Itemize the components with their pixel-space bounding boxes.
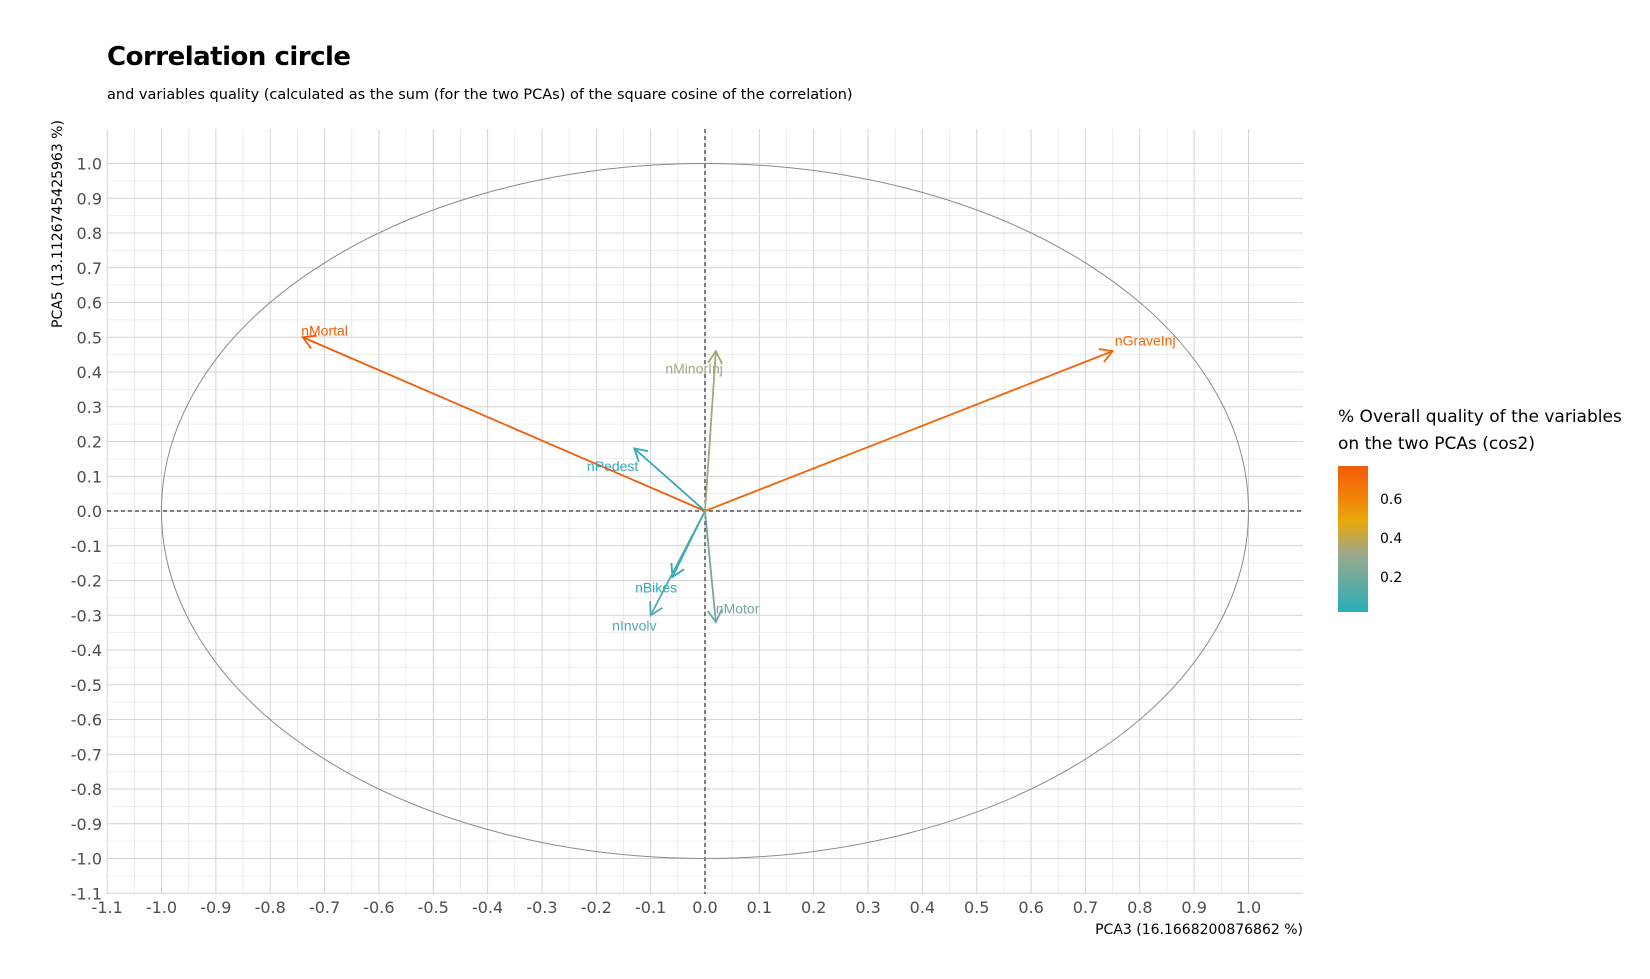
y-tick-label: -0.7	[71, 745, 102, 764]
x-tick-label: 0.1	[747, 898, 772, 917]
x-tick-label: 0.8	[1127, 898, 1152, 917]
x-tick-label: 0.9	[1181, 898, 1206, 917]
variable-arrow-shaft	[302, 336, 706, 512]
variable-label: nMinorInj	[665, 361, 723, 377]
legend-title-line-2: on the two PCAs (cos2)	[1338, 434, 1535, 454]
y-tick-label: -1.0	[71, 850, 102, 869]
y-tick-label: -0.3	[71, 606, 102, 625]
unit-circle-layer	[161, 163, 1249, 859]
x-tick-label: -0.5	[418, 898, 449, 917]
x-tick-label: -0.2	[581, 898, 612, 917]
x-axis-ticks: -1.1 -1.0 -0.9 -0.8 -0.7 -0.6 -0.5 -0.4 -0.3 -0.2…	[92, 898, 1262, 917]
legend-colorbar	[1338, 466, 1368, 612]
x-tick-label: -0.1	[635, 898, 666, 917]
x-tick-label: -0.4	[472, 898, 503, 917]
legend: % Overall quality of the variables on th…	[1338, 404, 1622, 612]
legend-tick-label: 0.4	[1380, 531, 1403, 547]
variable-arrow-shaft	[704, 510, 717, 623]
y-tick-label: 0.9	[77, 189, 102, 208]
x-tick-label: 0.0	[692, 898, 717, 917]
x-tick-label: 0.4	[910, 898, 935, 917]
x-tick-label: 0.5	[964, 898, 989, 917]
variable-arrow-head	[706, 609, 723, 624]
x-tick-label: 1.0	[1236, 898, 1261, 917]
variable-arrow-shaft	[704, 350, 1113, 512]
y-tick-label: 0.8	[77, 224, 102, 243]
variable-arrow-shaft	[649, 510, 706, 616]
chart-subtitle: and variables quality (calculated as the…	[107, 87, 853, 103]
variable-label: nPedest	[587, 458, 638, 474]
y-tick-label: -1.1	[71, 884, 102, 903]
y-axis-ticks: -1.1 -1.0 -0.9 -0.8 -0.7 -0.6 -0.5 -0.4 -0.3 -0.2…	[71, 155, 102, 904]
variable-arrow-head	[707, 349, 723, 365]
variable-arrows	[301, 334, 1115, 624]
variable-label: nInvolv	[612, 618, 656, 634]
x-tick-label: -0.3	[526, 898, 557, 917]
y-tick-label: 0.3	[77, 398, 102, 417]
y-tick-label: -0.8	[71, 780, 102, 799]
y-tick-label: 0.1	[77, 467, 102, 486]
y-tick-label: -0.9	[71, 815, 102, 834]
variable-arrow-head	[632, 447, 649, 463]
variable-arrow-head	[301, 334, 317, 350]
variable-label: nBikes	[635, 579, 677, 595]
chart-title: Correlation circle	[107, 42, 351, 72]
x-tick-label: 0.3	[855, 898, 880, 917]
y-tick-label: -0.4	[71, 641, 102, 660]
x-tick-label: -0.6	[363, 898, 394, 917]
x-tick-label: 0.6	[1018, 898, 1043, 917]
variable-arrow-head	[1098, 348, 1115, 363]
legend-tick-label: 0.2	[1380, 570, 1403, 586]
y-tick-label: -0.2	[71, 572, 102, 591]
x-axis-title: PCA3 (16.1668200876862 %)	[1095, 922, 1303, 938]
y-tick-label: 0.4	[77, 363, 102, 382]
y-tick-label: 0.5	[77, 328, 102, 347]
y-tick-label: -0.5	[71, 676, 102, 695]
y-tick-label: 0.7	[77, 259, 102, 278]
x-tick-label: -1.1	[92, 898, 123, 917]
variable-labels: nMortal nGraveInj nMinorInj nPedest nBikes nI…	[301, 322, 1175, 633]
legend-tick-label: 0.6	[1380, 492, 1403, 508]
y-axis-title: PCA5 (13.1126745425963 %)	[50, 120, 66, 328]
y-tick-label: 0.0	[77, 502, 102, 521]
y-tick-label: 1.0	[77, 155, 102, 174]
x-tick-label: 0.7	[1073, 898, 1098, 917]
y-tick-label: 0.2	[77, 433, 102, 452]
unit-circle	[161, 163, 1249, 859]
variable-label: nMotor	[716, 600, 760, 616]
variable-arrow-shaft	[633, 447, 706, 512]
legend-title-line-1: % Overall quality of the variables	[1338, 407, 1622, 427]
x-tick-label: -0.7	[309, 898, 340, 917]
y-tick-label: -0.1	[71, 537, 102, 556]
variable-arrow-shaft	[704, 351, 717, 512]
x-tick-label: 0.2	[801, 898, 826, 917]
variable-arrow-head	[649, 601, 663, 617]
variable-label: nGraveInj	[1115, 333, 1176, 349]
x-tick-label: -0.8	[255, 898, 286, 917]
x-tick-label: -0.9	[200, 898, 231, 917]
legend-title: % Overall quality of the variables on th…	[1338, 404, 1622, 458]
variable-arrow-head	[670, 562, 685, 579]
y-tick-label: -0.6	[71, 711, 102, 730]
variable-label: nMortal	[301, 322, 348, 338]
x-tick-label: -1.0	[146, 898, 177, 917]
y-tick-label: 0.6	[77, 294, 102, 313]
